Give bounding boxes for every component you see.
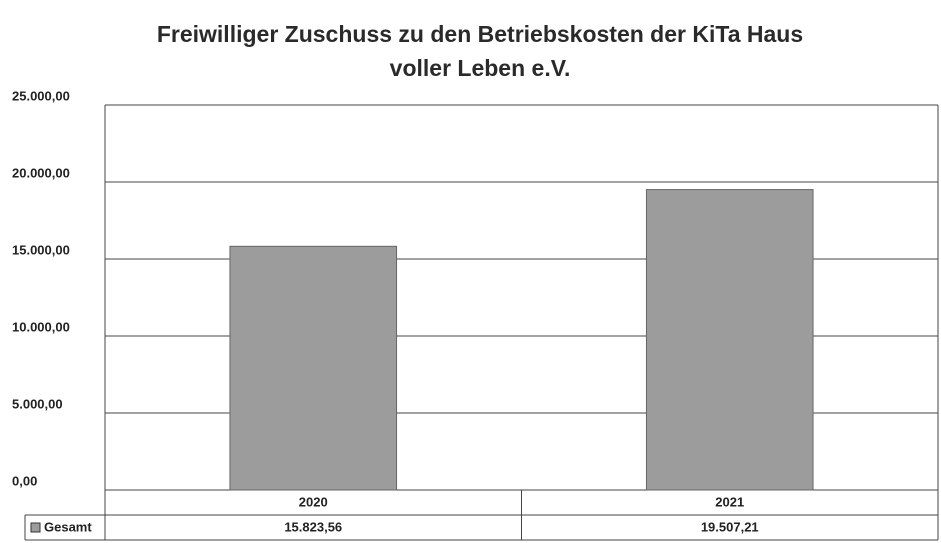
bar [229,245,398,491]
legend-swatch [30,522,41,533]
bar [645,189,814,491]
chart-title: voller Leben e.V. [390,55,571,81]
y-tick-label: 20.000,00 [12,165,70,180]
y-tick-label: 10.000,00 [12,319,70,334]
y-tick-label: 15.000,00 [12,242,70,257]
y-tick-label: 25.000,00 [12,88,70,103]
x-tick-label: 2020 [299,494,328,509]
chart-title: Freiwilliger Zuschuss zu den Betriebskos… [157,21,803,47]
x-tick-label: 2021 [715,494,744,509]
value-label: 15.823,56 [284,519,342,534]
y-tick-label: 5.000,00 [12,396,63,411]
legend-label: Gesamt [44,519,92,534]
value-label: 19.507,21 [701,519,759,534]
y-tick-label: 0,00 [12,473,37,488]
